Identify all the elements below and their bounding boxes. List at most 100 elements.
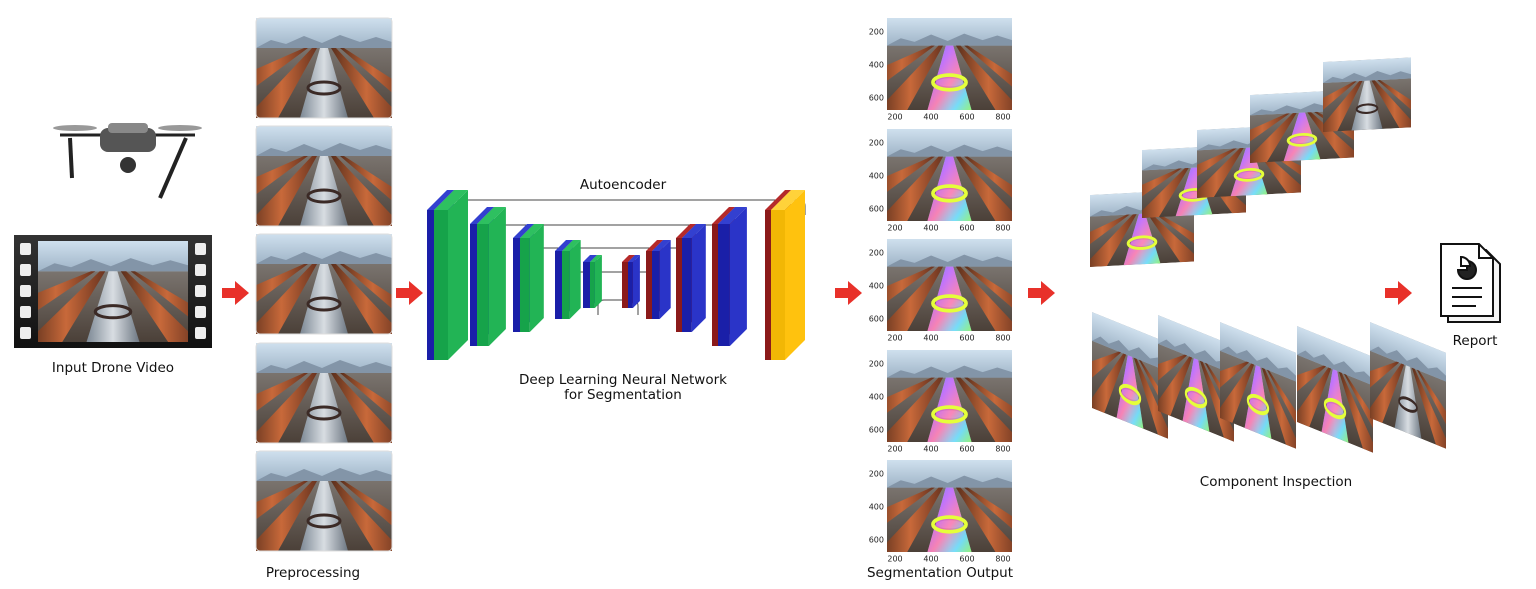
segmentation-frame [869, 18, 1025, 110]
layer-side [785, 190, 805, 360]
arrow [1028, 281, 1055, 305]
layer-front [676, 238, 682, 332]
layer-top [682, 224, 706, 238]
preprocessing-label: Preprocessing [266, 565, 360, 581]
layer-front [562, 251, 570, 319]
autoencoder [427, 190, 806, 360]
layer-front [712, 224, 718, 346]
network-caption: Deep Learning Neural Network [519, 372, 727, 388]
segmentation-panels: 200 400 600 200 400 600 800 200 400 600 200 400 600 8… [869, 18, 1025, 564]
layer-top [470, 207, 494, 224]
y-tick-label: 200 [869, 360, 884, 369]
layer-front [427, 210, 434, 360]
film-hole [20, 306, 31, 318]
inspection-frame [1370, 322, 1446, 449]
layer-side [659, 240, 671, 319]
film-hole [195, 327, 206, 339]
layer-front [434, 210, 448, 360]
layer-top [646, 240, 663, 251]
x-tick-label: 600 [959, 224, 974, 233]
arrow [1385, 281, 1412, 305]
y-tick-label: 200 [869, 28, 884, 37]
layer-front [652, 251, 660, 319]
film-hole [20, 264, 31, 276]
layer-top [765, 190, 791, 210]
frame [256, 343, 392, 443]
layer-front [718, 224, 730, 346]
frame-border [255, 342, 393, 444]
frame-border [255, 450, 393, 552]
layer-top [628, 255, 640, 262]
segmentation-label: Segmentation Output [867, 565, 1013, 581]
layer-top [771, 190, 805, 210]
layer-side [729, 207, 747, 346]
inspection-frames [1075, 57, 1446, 456]
layer-front [771, 210, 785, 360]
x-tick-label: 200 [887, 555, 902, 564]
film-hole [195, 243, 206, 255]
arrow [835, 281, 862, 305]
layer-top [562, 240, 581, 251]
y-tick-label: 600 [869, 94, 884, 103]
y-tick-label: 200 [869, 470, 884, 479]
y-tick-label: 200 [869, 249, 884, 258]
x-tick-label: 800 [995, 224, 1010, 233]
x-tick-label: 200 [887, 445, 902, 454]
y-tick-label: 400 [869, 503, 884, 512]
layer-side [594, 255, 602, 308]
frame-border [255, 17, 393, 119]
layer-front [470, 224, 477, 346]
input-label: Input Drone Video [52, 360, 174, 376]
input-video [14, 235, 212, 348]
x-tick-label: 600 [959, 555, 974, 564]
layer-front [513, 238, 520, 332]
y-tick-label: 600 [869, 315, 884, 324]
y-tick-label: 200 [869, 139, 884, 148]
layer-top [583, 255, 597, 262]
x-tick-label: 400 [923, 445, 938, 454]
layer-side [569, 240, 581, 319]
layer-top [718, 207, 747, 224]
layer-top [652, 240, 671, 251]
film-hole [20, 243, 31, 255]
layer-top [434, 190, 468, 210]
segmentation-frame [869, 460, 1025, 552]
preprocessing-frames [255, 17, 393, 552]
y-tick-label: 600 [869, 426, 884, 435]
y-tick-label: 600 [869, 205, 884, 214]
layer-side [632, 255, 640, 308]
x-tick-label: 600 [959, 334, 974, 343]
layer-side [488, 207, 506, 346]
layer-side [691, 224, 706, 332]
y-tick-label: 400 [869, 61, 884, 70]
layer-top [622, 255, 635, 262]
x-tick-label: 400 [923, 555, 938, 564]
layer-front [555, 251, 562, 319]
layer-front [477, 224, 489, 346]
layer-side [529, 224, 544, 332]
inspection-label: Component Inspection [1200, 474, 1352, 490]
film-hole [195, 306, 206, 318]
layer-top [513, 224, 534, 238]
x-tick-label: 200 [887, 113, 902, 122]
y-tick-label: 400 [869, 393, 884, 402]
segmentation-frame [869, 129, 1025, 221]
x-tick-label: 400 [923, 334, 938, 343]
film-hole [195, 285, 206, 297]
x-tick-label: 800 [995, 555, 1010, 564]
film-hole [20, 327, 31, 339]
film-hole [195, 264, 206, 276]
x-tick-label: 600 [959, 113, 974, 122]
layer-front [583, 262, 590, 308]
frame [256, 18, 392, 118]
x-tick-label: 400 [923, 113, 938, 122]
y-tick-label: 600 [869, 536, 884, 545]
layer-top [590, 255, 602, 262]
layer-top [712, 207, 735, 224]
x-tick-label: 200 [887, 334, 902, 343]
x-tick-label: 800 [995, 334, 1010, 343]
x-tick-label: 800 [995, 113, 1010, 122]
report-icon [1440, 243, 1501, 323]
frame [256, 451, 392, 551]
